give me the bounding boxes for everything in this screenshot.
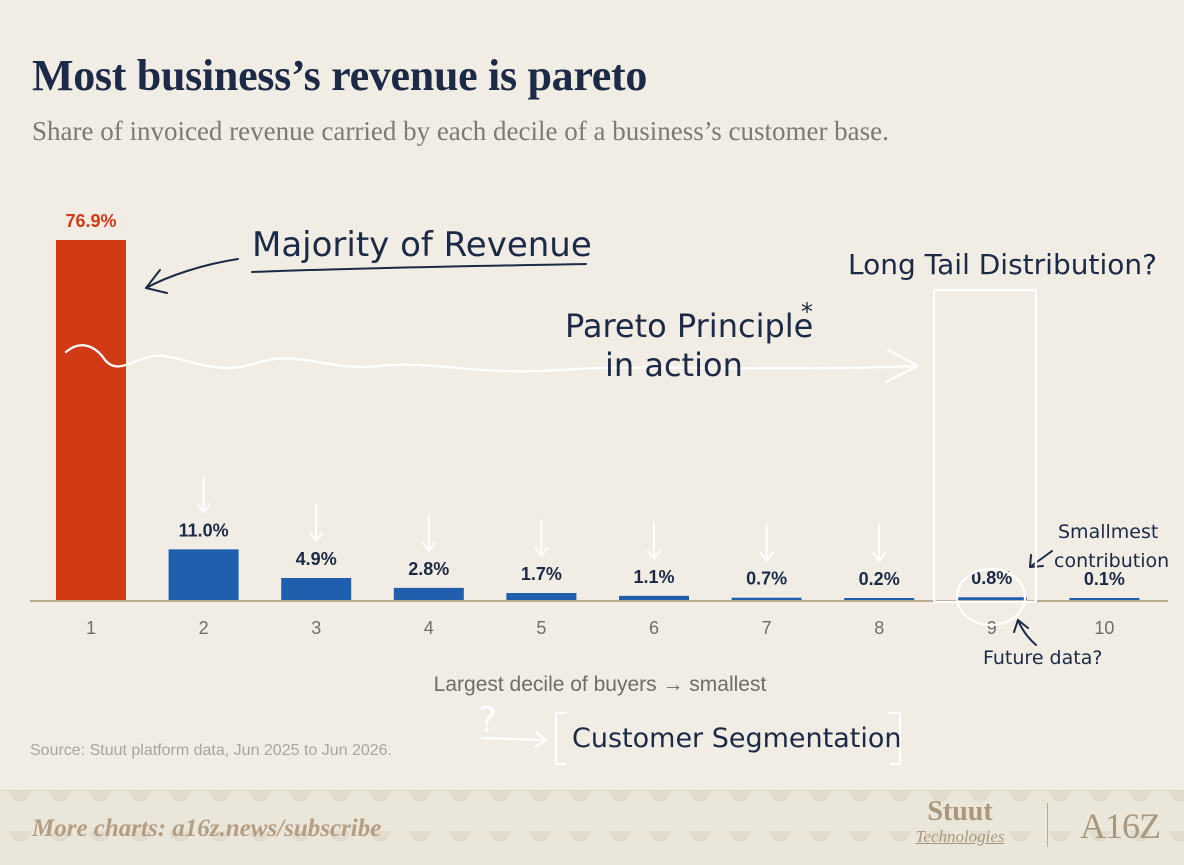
bar-decile-5 — [506, 593, 577, 601]
bar-value-label: 0.2% — [859, 569, 900, 589]
question-mark: ? — [478, 700, 497, 741]
down-arrow-icon — [309, 503, 324, 542]
down-arrow-icon — [872, 524, 887, 562]
down-arrow-icon — [196, 475, 211, 514]
smallest-annotation-line1: Smallmest — [1058, 521, 1158, 543]
x-tick-label: 4 — [424, 618, 434, 638]
customer-segmentation-bracket-right — [888, 711, 902, 766]
bar-decile-10 — [1069, 598, 1140, 601]
bar-value-label: 4.9% — [296, 549, 337, 569]
customer-segmentation-bracket-left — [554, 711, 568, 766]
future-arrow — [1017, 619, 1037, 646]
footer: More charts: a16z.news/subscribe Stuut T… — [0, 790, 1184, 865]
stuut-logo: Stuut Technologies — [900, 797, 1020, 847]
x-tick-label: 2 — [199, 618, 209, 638]
bar-value-label: 1.7% — [521, 564, 562, 584]
bar-decile-6 — [619, 595, 689, 601]
stuut-logo-line2: Technologies — [915, 827, 1005, 846]
bar-decile-4 — [393, 587, 464, 601]
x-tick-label: 8 — [874, 618, 884, 638]
pareto-annotation-star: * — [801, 298, 813, 326]
x-tick-label: 5 — [536, 618, 546, 638]
majority-annotation: Majority of Revenue — [252, 225, 592, 265]
pareto-wavy-arrow — [64, 344, 920, 373]
bar-decile-3 — [281, 577, 352, 601]
smallest-arrowhead — [1029, 554, 1044, 568]
subscribe-link[interactable]: More charts: a16z.news/subscribe — [32, 815, 382, 842]
bar-value-label: 1.1% — [633, 567, 674, 587]
bar-value-label: 0.1% — [1084, 569, 1125, 589]
a16z-logo: A16Z — [1080, 806, 1161, 846]
long-tail-annotation: Long Tail Distribution? — [848, 248, 1157, 281]
bar-decile-9 — [956, 597, 1027, 601]
bar-value-label: 0.7% — [746, 569, 787, 589]
smallest-annotation-line2: contribution — [1054, 550, 1169, 572]
bar-value-label: 0.8% — [971, 568, 1012, 588]
down-arrow-icon — [759, 523, 774, 562]
question-arrow — [480, 736, 548, 742]
pareto-annotation-line1: Pareto Principle — [565, 307, 813, 345]
smallest-arrow — [1029, 550, 1053, 568]
bar-value-label: 2.8% — [408, 559, 449, 579]
x-tick-label: 7 — [762, 618, 772, 638]
x-tick-label: 1 — [86, 618, 96, 638]
question-arrowhead — [533, 730, 548, 749]
logo-divider — [1047, 803, 1048, 847]
bar-decile-2 — [168, 549, 239, 601]
chart-subtitle: Share of invoiced revenue carried by eac… — [32, 116, 889, 146]
stuut-logo-line1: Stuut — [927, 796, 993, 827]
x-tick-label: 6 — [649, 618, 659, 638]
x-axis-label: Largest decile of buyers → smallest — [434, 673, 767, 696]
bar-decile-7 — [731, 597, 802, 601]
down-arrow-icon — [421, 513, 436, 552]
x-tick-label: 9 — [987, 618, 997, 638]
source-note: Source: Stuut platform data, Jun 2025 to… — [30, 742, 393, 759]
chart-title: Most business’s revenue is pareto — [32, 51, 648, 100]
bar-chart: 76.9% 11.0% 4.9% 2.8% 1.7% 1.1% 0.7% 0.2% 0.8% 0.… — [30, 211, 1169, 766]
future-arrowhead — [1013, 619, 1029, 633]
smallest-value-circle — [955, 567, 1027, 627]
bar-decile-8 — [844, 598, 915, 601]
x-tick-label: 3 — [311, 618, 321, 638]
x-tick-label: 10 — [1094, 618, 1114, 638]
customer-segmentation-annotation: Customer Segmentation — [572, 723, 902, 754]
bar-value-label: 76.9% — [65, 211, 116, 231]
majority-arrow — [145, 258, 239, 289]
pareto-arrowhead — [884, 348, 920, 384]
pareto-annotation-line2: in action — [605, 346, 743, 384]
bar-decile-1 — [56, 240, 126, 601]
majority-arrowhead — [145, 269, 168, 294]
down-arrow-icon — [534, 519, 549, 558]
majority-underline — [251, 263, 587, 273]
bar-value-label: 11.0% — [179, 520, 229, 540]
future-data-annotation: Future data? — [983, 647, 1102, 669]
long-tail-box — [932, 288, 1038, 604]
down-arrow-icon — [647, 521, 661, 560]
